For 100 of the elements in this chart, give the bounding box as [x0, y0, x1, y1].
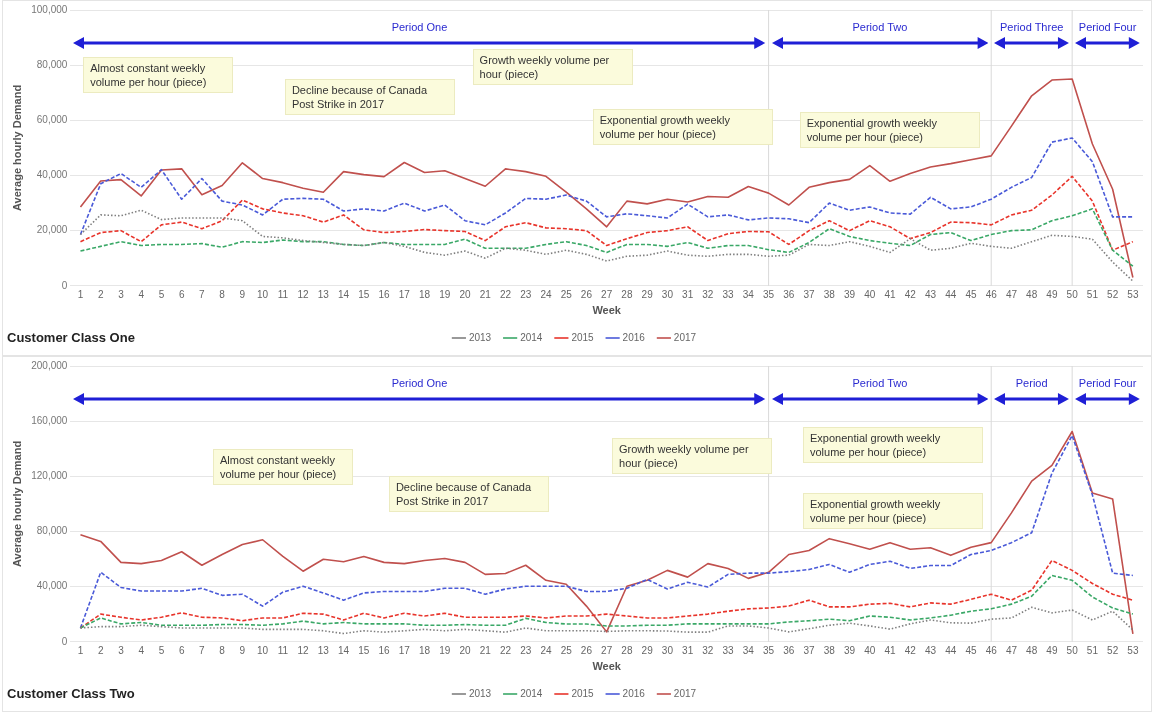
x-tick-label: 11	[277, 288, 289, 300]
x-tick-label: 34	[742, 644, 755, 656]
x-tick-label: 21	[479, 288, 492, 300]
x-tick-label: 53	[1127, 644, 1139, 656]
annotation: Period	[1015, 377, 1048, 390]
x-tick-label: 4	[138, 288, 145, 300]
x-tick-label: 35	[763, 288, 775, 300]
x-tick-label: 17	[398, 288, 411, 300]
x-tick-label: 53	[1127, 288, 1139, 300]
x-tick-label: 29	[641, 644, 654, 656]
x-tick-label: 52	[1107, 644, 1119, 656]
x-tick-label: 8	[219, 288, 226, 300]
x-tick-label: 6	[178, 288, 185, 300]
x-tick-label: 24	[540, 288, 552, 300]
y-axis-title: Average hourly Demand	[10, 84, 23, 211]
x-tick-label: 14	[338, 288, 350, 300]
x-tick-label: 19	[439, 644, 451, 656]
x-tick-label: 46	[985, 644, 998, 656]
x-tick-label: 20	[459, 288, 471, 300]
callout-box: Exponential growth weekly volume per hour (piece)	[802, 492, 983, 529]
y-tick-label: 80,000	[36, 58, 68, 70]
y-tick-label: 100,000	[31, 3, 68, 15]
x-tick-label: 12	[297, 288, 310, 300]
x-tick-label: 37	[803, 288, 816, 300]
x-tick-label: 49	[1046, 288, 1058, 300]
legend-label: 2013	[468, 687, 492, 699]
callout-box: Growth weekly volume per hour (piece)	[612, 437, 773, 474]
x-tick-label: 19	[439, 288, 451, 300]
text: Customer Class Two	[7, 686, 135, 702]
x-tick-label: 32	[702, 288, 714, 300]
x-tick-label: 4	[138, 644, 145, 656]
x-tick-label: 42	[904, 644, 917, 656]
x-tick-label: 52	[1107, 288, 1119, 300]
y-tick-label: 80,000	[36, 525, 68, 537]
x-tick-label: 34	[742, 288, 755, 300]
x-tick-label: 7	[199, 644, 206, 656]
y-tick-label: 40,000	[36, 580, 68, 592]
x-tick-label: 1	[77, 288, 84, 300]
x-tick-label: 40	[864, 288, 876, 300]
x-tick-label: 45	[965, 644, 977, 656]
x-tick-label: 23	[520, 644, 532, 656]
x-tick-label: 46	[985, 288, 998, 300]
x-tick-label: 48	[1026, 288, 1038, 300]
y-tick-label: 40,000	[36, 169, 68, 181]
line-series	[79, 208, 1134, 268]
annotation: Period One	[391, 377, 448, 390]
line-series	[79, 574, 1134, 629]
x-tick-label: 9	[239, 644, 246, 656]
legend-label: 2015	[571, 331, 595, 343]
callout-box: Growth weekly volume per hour (piece)	[472, 48, 633, 85]
x-tick-label: 18	[418, 288, 431, 300]
x-tick-label: 44	[945, 644, 957, 656]
x-tick-label: 50	[1066, 644, 1079, 656]
x-tick-label: 22	[499, 288, 512, 300]
x-tick-label: 39	[843, 644, 856, 656]
x-tick-label: 32	[702, 644, 714, 656]
annotation: Period Four	[1078, 21, 1137, 34]
x-axis-title: Week	[592, 660, 622, 673]
callout-box: Almost constant weekly volume per hour (piece)	[83, 56, 234, 93]
legend-label: 2017	[673, 687, 697, 699]
x-tick-label: 50	[1066, 288, 1079, 300]
legend-label: 2015	[571, 687, 595, 699]
x-tick-label: 26	[580, 644, 593, 656]
x-tick-label: 10	[257, 644, 269, 656]
x-tick-label: 13	[317, 644, 330, 656]
x-tick-label: 36	[783, 644, 795, 656]
x-tick-label: 25	[560, 644, 573, 656]
y-tick-label: 0	[61, 279, 68, 291]
x-tick-label: 47	[1005, 644, 1018, 656]
x-tick-label: 43	[924, 644, 937, 656]
callout-box: Decline because of Canada Post Strike in 2017	[284, 78, 455, 115]
x-tick-label: 26	[580, 288, 593, 300]
line-series	[79, 209, 1134, 282]
x-tick-label: 45	[965, 288, 977, 300]
x-tick-label: 10	[257, 288, 269, 300]
x-tick-label: 3	[118, 644, 125, 656]
x-tick-label: 5	[158, 644, 165, 656]
legend-label: 2016	[622, 687, 646, 699]
x-tick-label: 37	[803, 644, 816, 656]
x-tick-label: 30	[661, 288, 674, 300]
x-tick-label: 42	[904, 288, 917, 300]
x-tick-label: 13	[317, 288, 330, 300]
annotation: Period Four	[1078, 377, 1137, 390]
x-tick-label: 11	[277, 644, 289, 656]
x-tick-label: 7	[199, 288, 206, 300]
annotation: Period Two	[852, 377, 908, 390]
callout-box: Exponential growth weekly volume per hour (piece)	[799, 112, 980, 149]
x-tick-label: 38	[823, 644, 836, 656]
x-tick-label: 28	[621, 644, 633, 656]
x-tick-label: 41	[884, 644, 897, 656]
x-tick-label: 31	[682, 288, 694, 300]
x-tick-label: 39	[843, 288, 856, 300]
y-tick-label: 200,000	[31, 359, 68, 371]
x-tick-label: 14	[338, 644, 350, 656]
x-tick-label: 20	[459, 644, 471, 656]
x-tick-label: 51	[1086, 288, 1099, 300]
x-tick-label: 15	[358, 644, 370, 656]
x-tick-label: 3	[118, 288, 125, 300]
annotation: Period Three	[999, 21, 1064, 34]
x-tick-label: 2	[97, 644, 104, 656]
